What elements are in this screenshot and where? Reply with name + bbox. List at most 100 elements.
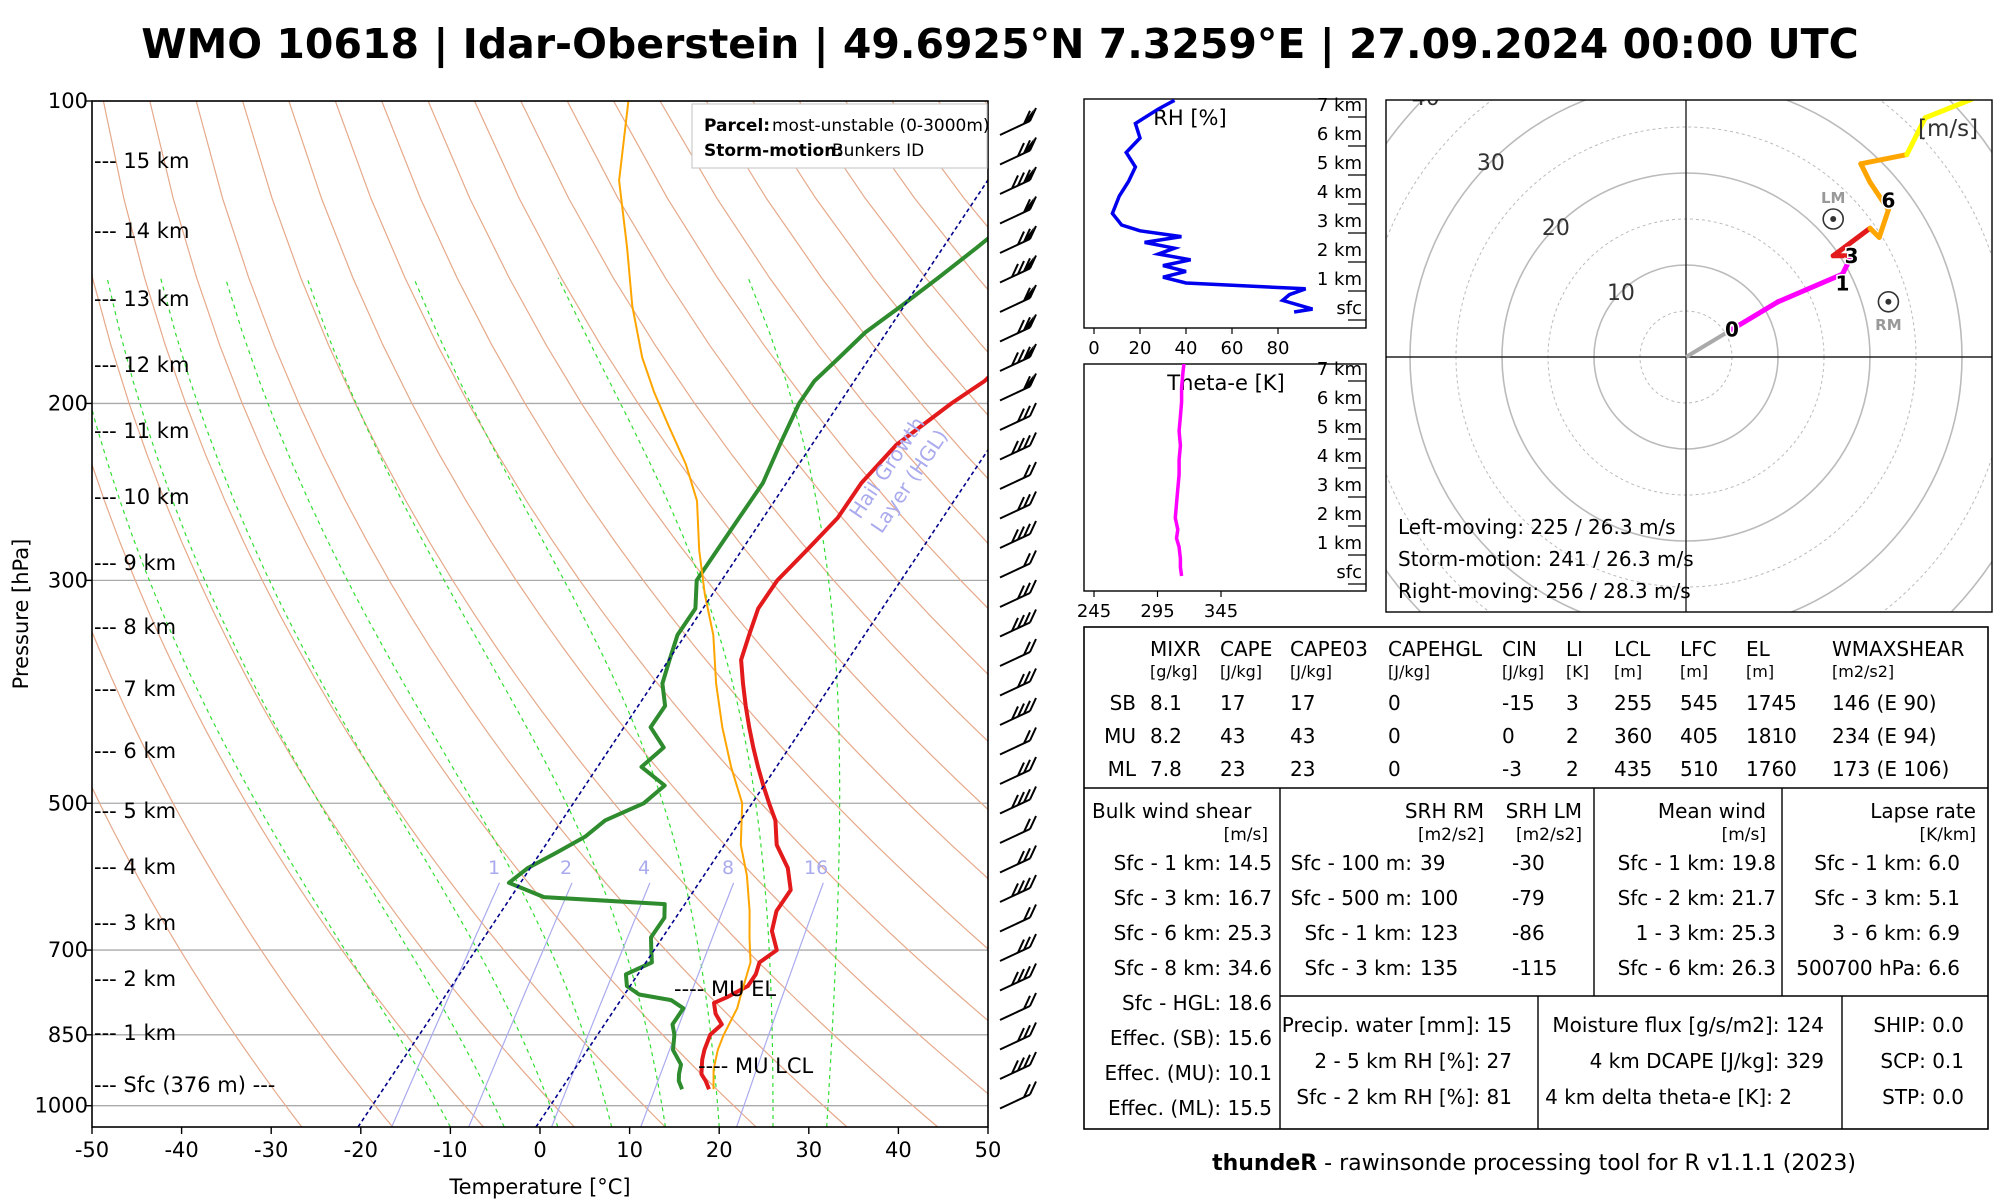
dry-adiabat <box>288 101 988 1095</box>
x-tick-label: -50 <box>75 1138 109 1162</box>
x-tick-label: 30 <box>795 1138 822 1162</box>
wind-barbs <box>999 107 1037 1110</box>
rh-y-tick-label: 6 km <box>1317 124 1362 145</box>
dry-adiabat <box>334 101 988 1022</box>
dewpoint-line <box>506 235 988 1091</box>
height-label-12: --- 12 km <box>94 353 189 377</box>
dry-adiabat <box>92 273 575 1127</box>
wind-barb <box>999 137 1037 166</box>
param-header: CAPE03 <box>1290 637 1368 661</box>
mixing-label-16: 16 <box>804 857 828 879</box>
thetae-axes: 245 295 345 sfc 1 km 2 km 3 km 4 km 5 km 6 km 7 km <box>1077 359 1366 622</box>
mean-row: Sfc - 1 km: 19.8 <box>1618 851 1776 875</box>
wind-barb <box>999 284 1037 313</box>
parcel-line <box>618 101 752 1090</box>
footer-brand: thundeR <box>1212 1151 1317 1176</box>
hodograph-segment <box>1858 152 1910 167</box>
storm-motion-rm-label: RM <box>1875 316 1901 334</box>
rh-panel: RH [%] 0 20 40 60 80 sfc 1 km 2 km 3 km 4 km 5 km 6… <box>1083 95 1367 359</box>
skewt-frame <box>91 100 989 1128</box>
thetae-y-tick-label: 6 km <box>1317 388 1362 409</box>
composite-stp: STP: 0.0 <box>1882 1085 1964 1109</box>
hodograph-ring-label: 40 <box>1412 86 1440 111</box>
mu-lcl-label: ---- MU LCL <box>698 1054 814 1078</box>
wind-barb <box>999 756 1037 785</box>
wind-barb <box>999 373 1037 402</box>
dry-adiabat <box>613 101 988 610</box>
dry-adiabat <box>473 101 988 811</box>
wind-barb <box>999 904 1037 933</box>
param-unit: [m] <box>1746 662 1774 681</box>
x-tick-label: -10 <box>433 1138 467 1162</box>
wind-barb <box>999 727 1037 756</box>
srh-row-rm: 39 <box>1420 851 1445 875</box>
param-row-label: MU <box>1104 724 1136 748</box>
wind-barb <box>999 491 1037 520</box>
y-tick-label: 200 <box>48 391 88 415</box>
rh-x-tick-label: 0 <box>1088 338 1099 359</box>
param-cell: 1810 <box>1746 724 1797 748</box>
rh-y-tick-label: 1 km <box>1317 269 1362 290</box>
moist2-row: 4 km delta theta-e [K]: 2 <box>1545 1085 1792 1109</box>
thetae-panel: Theta-e [K] 245 295 345 sfc 1 km 2 km 3 km 4 km… <box>1077 359 1367 622</box>
dry-adiabat <box>195 101 848 1127</box>
height-label-10: --- 10 km <box>94 485 189 509</box>
moist-adiabat <box>306 277 666 1127</box>
bulk-unit: [m/s] <box>1224 825 1268 845</box>
param-header: LCL <box>1614 637 1651 661</box>
x-tick-label: -40 <box>164 1138 198 1162</box>
param-unit: [m] <box>1680 662 1708 681</box>
wind-barb <box>999 343 1037 372</box>
param-cell: 2 <box>1566 757 1579 781</box>
mixing-label-4: 4 <box>638 857 650 879</box>
thetae-x-tick-label: 345 <box>1204 601 1238 622</box>
wind-barb <box>999 1051 1037 1080</box>
param-cell: 360 <box>1614 724 1652 748</box>
srh-row-label: Sfc - 3 km: <box>1304 956 1412 980</box>
moist-adiabat <box>160 277 559 1127</box>
param-cell: 255 <box>1614 691 1652 715</box>
lapse-row: Sfc - 1 km: 6.0 <box>1814 851 1960 875</box>
rh-x-tick-label: 80 <box>1267 338 1290 359</box>
skewt-series <box>506 101 988 1091</box>
dry-adiabat <box>427 101 988 880</box>
hgl-line-upper <box>357 179 988 1127</box>
hodograph-segment <box>1830 225 1873 259</box>
param-cell: 234 (E 94) <box>1832 724 1937 748</box>
param-header: CAPEHGL <box>1388 637 1483 661</box>
param-cell: 146 (E 90) <box>1832 691 1937 715</box>
x-tick-label: -30 <box>254 1138 288 1162</box>
thetae-frame <box>1083 363 1367 592</box>
thetae-y-tick-label: 4 km <box>1317 446 1362 467</box>
hodograph-segment <box>1839 253 1855 277</box>
y-tick-label: 700 <box>48 938 88 962</box>
thetae-y-tick-label: 3 km <box>1317 475 1362 496</box>
mixing-ratio-line <box>468 882 573 1127</box>
x-tick-label: 0 <box>533 1138 546 1162</box>
hodograph-level-label: 0 <box>1725 317 1739 341</box>
hodo-right-moving: Right-moving: 256 / 28.3 m/s <box>1398 579 1691 603</box>
rh-x-tick-label: 20 <box>1129 338 1152 359</box>
dry-adiabat <box>149 101 757 1127</box>
param-cell: 3 <box>1566 691 1579 715</box>
params-panel: MIXR[g/kg]CAPE[J/kg]CAPE03[J/kg]CAPEHGL[… <box>1083 626 1989 1130</box>
params-table: MIXR[g/kg]CAPE[J/kg]CAPE03[J/kg]CAPEHGL[… <box>1104 637 1964 781</box>
x-tick-label: 50 <box>975 1138 1002 1162</box>
thetae-y-tick-label: sfc <box>1336 562 1362 583</box>
param-cell: 23 <box>1220 757 1245 781</box>
moist-row: 2 - 5 km RH [%]: 27 <box>1314 1049 1512 1073</box>
moist-adiabat <box>413 277 720 1127</box>
mean-row: Sfc - 6 km: 26.3 <box>1618 956 1776 980</box>
param-cell: 17 <box>1220 691 1245 715</box>
srh-row-lm: -115 <box>1512 956 1557 980</box>
param-cell: 8.1 <box>1150 691 1182 715</box>
srh-head-rm: SRH RM <box>1405 799 1484 823</box>
wind-barb <box>999 461 1037 490</box>
legend-storm-value: Bunkers ID <box>832 141 924 161</box>
mean-row: Sfc - 2 km: 21.7 <box>1618 886 1776 910</box>
dry-adiabat <box>659 101 988 545</box>
hodograph-segment <box>1867 179 1891 213</box>
lapse-unit: [K/km] <box>1919 825 1976 845</box>
wind-barb <box>999 845 1037 874</box>
param-header: CAPE <box>1220 637 1272 661</box>
